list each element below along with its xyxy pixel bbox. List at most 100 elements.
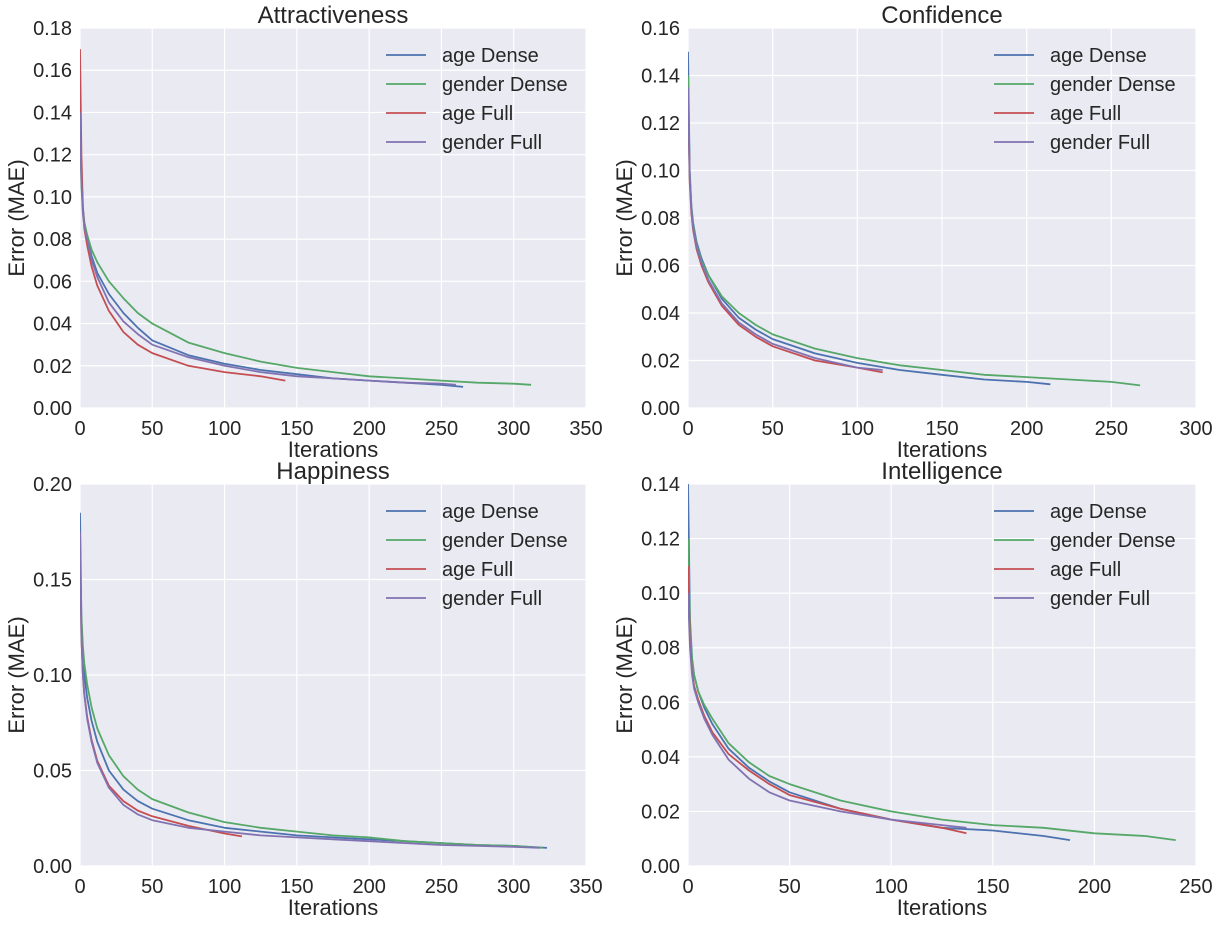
y-tick-label: 0.14 [641, 474, 680, 496]
y-tick-label: 0.15 [33, 570, 72, 592]
x-axis-label: Iterations [288, 437, 379, 462]
y-tick-label: 0.16 [641, 18, 680, 40]
x-tick-label: 50 [141, 418, 163, 440]
x-tick-label: 150 [280, 876, 313, 898]
x-axis-label: Iterations [897, 437, 988, 462]
series-line-gender-dense [80, 560, 543, 849]
series-line-gender-dense [80, 122, 532, 386]
legend-label: gender Dense [442, 530, 568, 552]
y-tick-label: 0.00 [641, 398, 680, 420]
x-tick-label: 200 [1078, 876, 1111, 898]
x-tick-label: 150 [280, 418, 313, 440]
x-tick-label: 200 [352, 418, 385, 440]
legend-label: gender Dense [1050, 530, 1176, 552]
panel-happiness: 0 50 100 150 200 250 300 350 0.00 0.05 0.10 0.15 0.2… [4, 458, 603, 920]
y-tick-label: 0.08 [641, 208, 680, 230]
x-tick-label: 300 [497, 418, 530, 440]
y-tick-label: 0.02 [641, 801, 680, 823]
x-tick-label: 0 [682, 876, 693, 898]
y-tick-label: 0.12 [641, 529, 680, 551]
legend-label: age Full [1050, 103, 1121, 125]
series-line-gender-full [80, 531, 540, 849]
chart-title: Happiness [276, 458, 389, 485]
y-tick-label: 0.20 [33, 474, 72, 496]
x-tick-label: 0 [74, 876, 85, 898]
y-tick-label: 0.10 [33, 665, 72, 687]
y-tick-label: 0.10 [641, 161, 680, 183]
y-tick-label: 0.02 [33, 356, 72, 378]
y-tick-label: 0.05 [33, 761, 72, 783]
x-tick-label: 0 [74, 418, 85, 440]
x-tick-label: 50 [141, 876, 163, 898]
legend-label: age Full [442, 559, 513, 581]
x-tick-label: 250 [1095, 418, 1128, 440]
legend-label: age Dense [442, 45, 539, 67]
y-tick-label: 0.00 [33, 856, 72, 878]
y-tick-label: 0.00 [33, 398, 72, 420]
panel-confidence: 0 50 100 150 200 250 300 0.00 0.02 0.04 0.06 0.08 0.… [612, 2, 1213, 462]
legend-label: gender Full [442, 588, 542, 610]
x-tick-label: 50 [762, 418, 784, 440]
x-tick-label: 100 [875, 876, 908, 898]
y-tick-label: 0.04 [641, 303, 680, 325]
legend-label: age Dense [1050, 45, 1147, 67]
x-tick-label: 350 [569, 418, 602, 440]
y-tick-label: 0.06 [641, 692, 680, 714]
x-tick-label: 250 [425, 418, 458, 440]
chart-title: Intelligence [881, 458, 1002, 485]
y-tick-label: 0.10 [641, 583, 680, 605]
x-tick-label: 200 [352, 876, 385, 898]
y-axis-label: Error (MAE) [4, 159, 29, 276]
y-tick-label: 0.16 [33, 60, 72, 82]
y-tick-label: 0.14 [33, 102, 72, 124]
y-tick-label: 0.08 [33, 229, 72, 251]
panel-attractiveness: 0 50 100 150 200 250 300 350 0.00 0.02 0.04 0.06 0.0… [4, 2, 603, 462]
x-tick-label: 300 [1179, 418, 1212, 440]
legend-label: age Full [442, 103, 513, 125]
legend-label: gender Full [442, 132, 542, 154]
series-line-gender-dense [688, 538, 1176, 841]
y-axis-label: Error (MAE) [4, 616, 29, 733]
chart-title: Attractiveness [258, 2, 409, 29]
series-line-gender-full [688, 593, 967, 829]
y-tick-label: 0.06 [641, 256, 680, 278]
y-tick-label: 0.10 [33, 187, 72, 209]
legend-label: age Dense [442, 501, 539, 523]
legend: age Dense gender Dense age Full gender Full [386, 501, 568, 610]
x-tick-label: 100 [841, 418, 874, 440]
x-tick-label: 250 [1179, 876, 1212, 898]
x-axis-label: Iterations [288, 895, 379, 920]
x-tick-label: 350 [569, 876, 602, 898]
x-tick-label: 150 [925, 418, 958, 440]
y-tick-label: 0.06 [33, 271, 72, 293]
x-tick-label: 150 [976, 876, 1009, 898]
x-tick-label: 250 [425, 876, 458, 898]
y-tick-label: 0.00 [641, 856, 680, 878]
y-tick-label: 0.04 [33, 314, 72, 336]
legend-label: age Dense [1050, 501, 1147, 523]
legend-label: gender Dense [442, 74, 568, 96]
y-tick-label: 0.08 [641, 638, 680, 660]
x-tick-label: 50 [778, 876, 800, 898]
legend-label: gender Dense [1050, 74, 1176, 96]
x-tick-label: 100 [208, 418, 241, 440]
x-tick-label: 300 [497, 876, 530, 898]
chart-title: Confidence [881, 2, 1002, 29]
y-tick-label: 0.02 [641, 351, 680, 373]
x-tick-label: 100 [208, 876, 241, 898]
y-tick-label: 0.14 [641, 66, 680, 88]
legend-label: gender Full [1050, 132, 1150, 154]
legend-label: age Full [1050, 559, 1121, 581]
y-tick-label: 0.12 [641, 113, 680, 135]
series-line-gender-full [80, 112, 456, 386]
legend-label: gender Full [1050, 588, 1150, 610]
panel-intelligence: 0 50 100 150 200 250 0.00 0.02 0.04 0.06 0.08 0.10 0… [612, 458, 1213, 920]
series-line-gender-full [688, 87, 883, 371]
legend: age Dense gender Dense age Full gender Full [994, 45, 1176, 154]
legend: age Dense gender Dense age Full gender Full [386, 45, 568, 154]
legend: age Dense gender Dense age Full gender Full [994, 501, 1176, 610]
y-tick-label: 0.12 [33, 145, 72, 167]
y-tick-label: 0.18 [33, 18, 72, 40]
y-axis-label: Error (MAE) [612, 616, 637, 733]
